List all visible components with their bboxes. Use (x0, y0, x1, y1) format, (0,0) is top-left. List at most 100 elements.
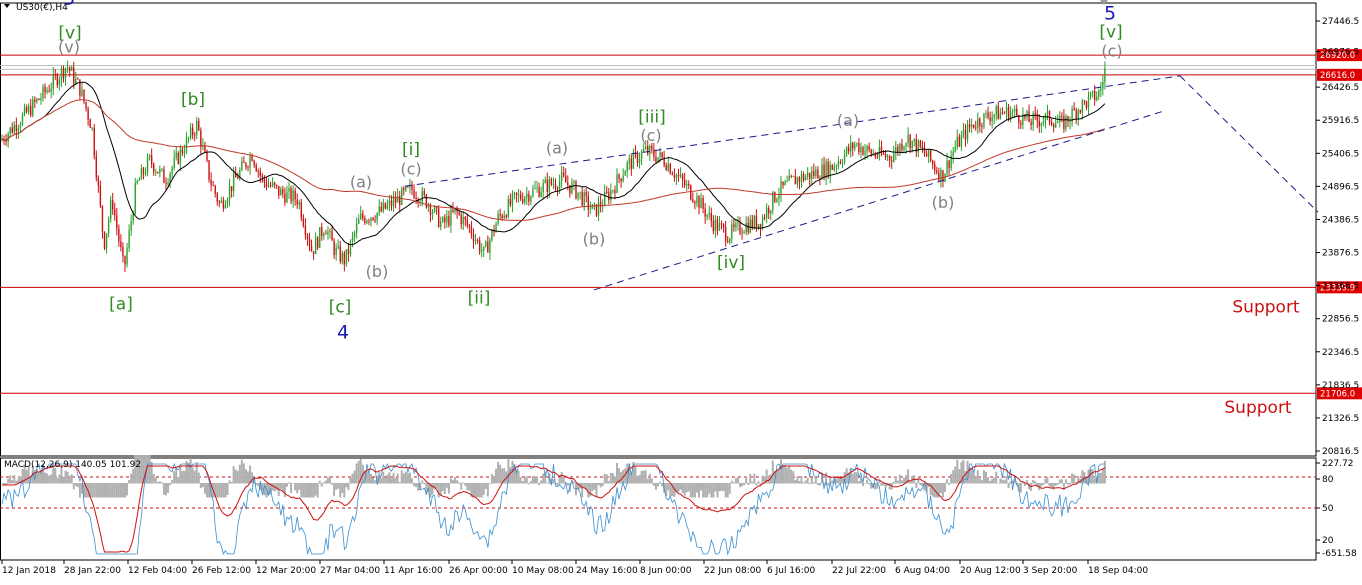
candle-body (860, 147, 862, 153)
macd-histogram-bar (640, 470, 643, 484)
trendline[interactable] (1179, 75, 1319, 213)
candle-body (714, 219, 717, 232)
candle-body (1040, 123, 1043, 127)
macd-histogram-bar (23, 464, 26, 484)
macd-histogram-bar (70, 474, 73, 484)
candle-body (396, 195, 399, 203)
macd-histogram-bar (603, 473, 606, 484)
macd-histogram-bar (1, 483, 3, 484)
candle-body (485, 241, 487, 247)
symbol-dropdown-icon[interactable] (4, 4, 10, 8)
candle-body (384, 202, 387, 209)
candle-body (745, 222, 747, 233)
candle-body (317, 237, 319, 248)
macd-histogram-bar (525, 476, 528, 484)
trendline[interactable] (593, 111, 1163, 291)
candle-body (536, 187, 538, 189)
candle-body (669, 164, 671, 174)
wave-label: (b) (583, 230, 606, 249)
macd-histogram-bar (648, 473, 651, 484)
candle-body (593, 204, 596, 205)
macd-histogram-bar (374, 480, 377, 484)
candle-body (46, 90, 48, 93)
candle-body (87, 108, 89, 120)
macd-histogram-bar (849, 467, 852, 484)
candle-body (919, 140, 922, 148)
macd-histogram-bar (144, 455, 147, 484)
macd-histogram-bar (550, 478, 553, 484)
macd-histogram-bar (29, 476, 32, 484)
macd-histogram-bar (888, 483, 891, 490)
candle-body (1, 138, 3, 141)
macd-histogram-bar (747, 483, 750, 485)
macd-histogram-bar (419, 483, 422, 491)
macd-histogram-bar (1062, 483, 1065, 491)
macd-histogram-bar (700, 483, 703, 491)
macd-histogram-bar (862, 483, 864, 486)
macd-histogram-bar (517, 470, 520, 484)
macd-histogram-bar (542, 473, 545, 484)
macd-histogram-bar (294, 483, 297, 491)
candle-body (811, 171, 813, 179)
candle-body (212, 185, 214, 186)
candle-body (1038, 120, 1040, 127)
macd-histogram-bar (265, 483, 268, 498)
candle-body (575, 181, 577, 199)
macd-histogram-bar (452, 480, 454, 484)
macd-histogram-bar (1017, 483, 1020, 492)
macd-histogram-bar (39, 472, 42, 484)
candle-body (1087, 96, 1090, 108)
macd-histogram-bar (78, 483, 81, 498)
candle-body (150, 155, 153, 164)
candle-body (665, 165, 667, 170)
candle-body (366, 220, 368, 223)
macd-histogram-bar (880, 483, 883, 486)
candle-body (737, 221, 739, 224)
macd-histogram-bar (948, 483, 951, 485)
macd-histogram-bar (183, 470, 186, 484)
candle-body (952, 151, 954, 157)
candle-body (13, 124, 15, 133)
time-tick-label: 12 Feb 04:00 (128, 566, 187, 576)
candle-body (163, 168, 165, 183)
macd-histogram-bar (146, 455, 149, 484)
candle-body (999, 112, 1002, 120)
candle-body (806, 172, 809, 177)
candle-body (774, 191, 776, 202)
time-tick-label: 22 Jul 22:00 (832, 566, 886, 576)
candle-body (292, 190, 294, 202)
macd-histogram-bar (527, 483, 530, 485)
trendline[interactable] (404, 75, 1181, 187)
candle-body (343, 253, 346, 265)
macd-histogram-bar (490, 474, 493, 484)
candle-body (19, 124, 22, 129)
macd-histogram-bar (400, 470, 403, 484)
price-tick-label: 22346.5 (1322, 348, 1359, 358)
candle-body (175, 152, 177, 158)
macd-histogram-bar (447, 483, 450, 494)
macd-histogram-bar (859, 478, 862, 484)
macd-histogram-bar (458, 482, 461, 484)
macd-histogram-bar (124, 483, 126, 498)
macd-histogram-bar (1044, 478, 1047, 484)
macd-histogram-bar (304, 483, 307, 498)
macd-histogram-bar (482, 483, 485, 495)
macd-histogram-bar (263, 483, 266, 496)
candle-body (554, 184, 557, 189)
macd-histogram-bar (534, 476, 536, 484)
candle-body (1022, 114, 1024, 125)
candle-body (560, 172, 563, 181)
candle-body (616, 174, 618, 193)
candle-body (68, 67, 71, 71)
macd-histogram-bar (179, 466, 182, 484)
candle-body (583, 192, 585, 206)
candle-body (692, 199, 694, 202)
macd-histogram-bar (970, 467, 973, 484)
candle-body (380, 206, 382, 212)
macd-histogram-bar (515, 469, 518, 484)
candle-body (487, 241, 489, 253)
macd-histogram-bar (708, 483, 711, 494)
macd-histogram-bar (773, 470, 776, 484)
